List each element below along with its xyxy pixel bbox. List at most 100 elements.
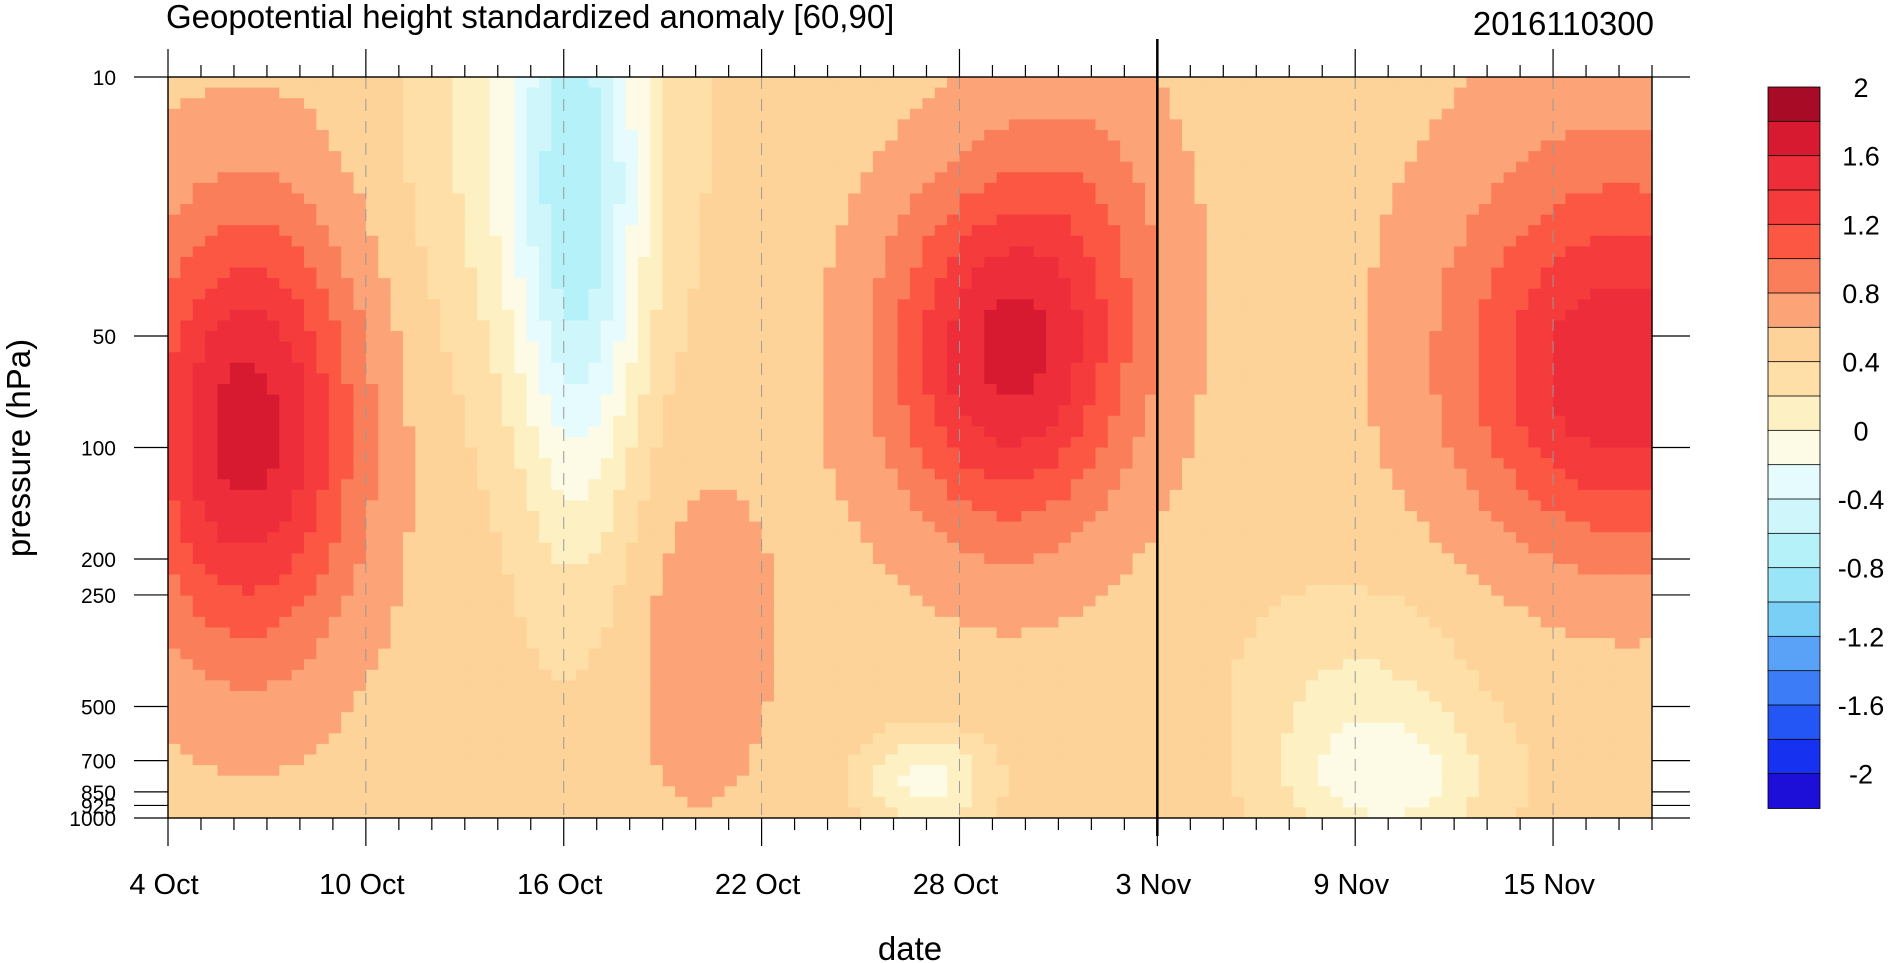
field-cell — [378, 553, 392, 565]
field-cell — [205, 532, 219, 544]
field-cell — [1046, 214, 1059, 226]
field-cell — [910, 299, 923, 311]
field-cell — [452, 511, 466, 523]
field-cell — [798, 521, 812, 533]
field-cell — [415, 299, 429, 311]
field-cell — [600, 352, 614, 364]
field-cell — [613, 648, 627, 660]
field-cell — [625, 278, 639, 290]
field-cell — [489, 743, 503, 756]
field-cell — [625, 511, 639, 523]
field-cell — [192, 362, 206, 374]
field-cell — [773, 415, 787, 427]
field-cell — [959, 595, 973, 607]
field-cell — [984, 511, 998, 523]
field-cell — [971, 331, 985, 343]
field-cell — [229, 616, 243, 629]
field-cell — [872, 151, 886, 163]
field-cell — [440, 204, 454, 216]
field-cell — [637, 352, 651, 364]
field-cell — [687, 701, 701, 713]
field-cell — [934, 140, 948, 152]
field-cell — [378, 182, 392, 195]
field-cell — [415, 331, 429, 343]
field-cell — [996, 405, 1010, 417]
field-cell — [390, 458, 404, 470]
field-cell — [773, 458, 787, 470]
field-cell — [736, 754, 750, 766]
field-cell — [526, 563, 540, 576]
field-cell — [501, 786, 515, 798]
field-cell — [650, 331, 664, 343]
field-cell — [415, 775, 429, 787]
field-cell — [489, 712, 503, 724]
field-cell — [304, 77, 317, 89]
field-cell — [910, 479, 923, 491]
field-cell — [650, 278, 664, 290]
field-cell — [600, 733, 614, 745]
field-cell — [650, 415, 664, 427]
field-cell — [637, 140, 651, 152]
field-cell — [266, 659, 280, 671]
field-cell — [291, 193, 305, 205]
field-cell — [959, 383, 973, 396]
field-cell — [205, 585, 219, 597]
field-cell — [291, 500, 305, 512]
field-cell — [637, 807, 651, 819]
field-cell — [625, 796, 639, 809]
field-cell — [242, 214, 256, 226]
field-cell — [254, 331, 268, 343]
field-cell — [922, 606, 936, 618]
field-cell — [440, 807, 454, 819]
field-cell — [254, 309, 268, 322]
field-cell — [526, 585, 540, 597]
field-cell — [662, 500, 676, 512]
field-cell — [464, 489, 478, 502]
field-cell — [1021, 373, 1035, 385]
field-cell — [588, 235, 602, 247]
field-cell — [650, 712, 664, 724]
field-cell — [1008, 352, 1022, 364]
field-cell — [773, 129, 787, 142]
field-cell — [625, 733, 639, 745]
field-cell — [823, 701, 837, 713]
field-cell — [613, 172, 627, 184]
field-cell — [959, 436, 973, 449]
field-cell — [872, 796, 886, 809]
field-cell — [266, 500, 280, 512]
field-cell — [798, 648, 812, 660]
field-cell — [563, 796, 577, 809]
field-cell — [390, 447, 404, 459]
field-cell — [316, 511, 330, 523]
field-cell — [637, 373, 651, 385]
field-cell — [180, 595, 194, 607]
field-cell — [341, 299, 355, 311]
field-cell — [539, 394, 552, 406]
field-cell — [316, 542, 330, 554]
field-cell — [613, 479, 627, 491]
field-cell — [279, 373, 293, 385]
field-cell — [835, 331, 849, 343]
field-cell — [860, 77, 874, 89]
field-cell — [427, 458, 441, 470]
field-cell — [885, 701, 899, 713]
field-cell — [576, 193, 590, 205]
field-cell — [168, 235, 181, 247]
field-cell — [242, 299, 256, 311]
field-cell — [736, 129, 750, 142]
field-cell — [1008, 77, 1022, 89]
field-cell — [835, 129, 849, 142]
field-cell — [897, 77, 911, 89]
field-cell — [341, 77, 355, 89]
field-cell — [489, 765, 503, 777]
field-cell — [192, 765, 206, 777]
field-cell — [452, 712, 466, 724]
field-cell — [563, 659, 577, 671]
field-cell — [328, 331, 342, 343]
field-cell — [848, 151, 862, 163]
field-cell — [885, 383, 899, 396]
field-cell — [266, 161, 280, 173]
field-cell — [390, 680, 404, 692]
field-cell — [773, 193, 787, 205]
field-cell — [922, 563, 936, 576]
